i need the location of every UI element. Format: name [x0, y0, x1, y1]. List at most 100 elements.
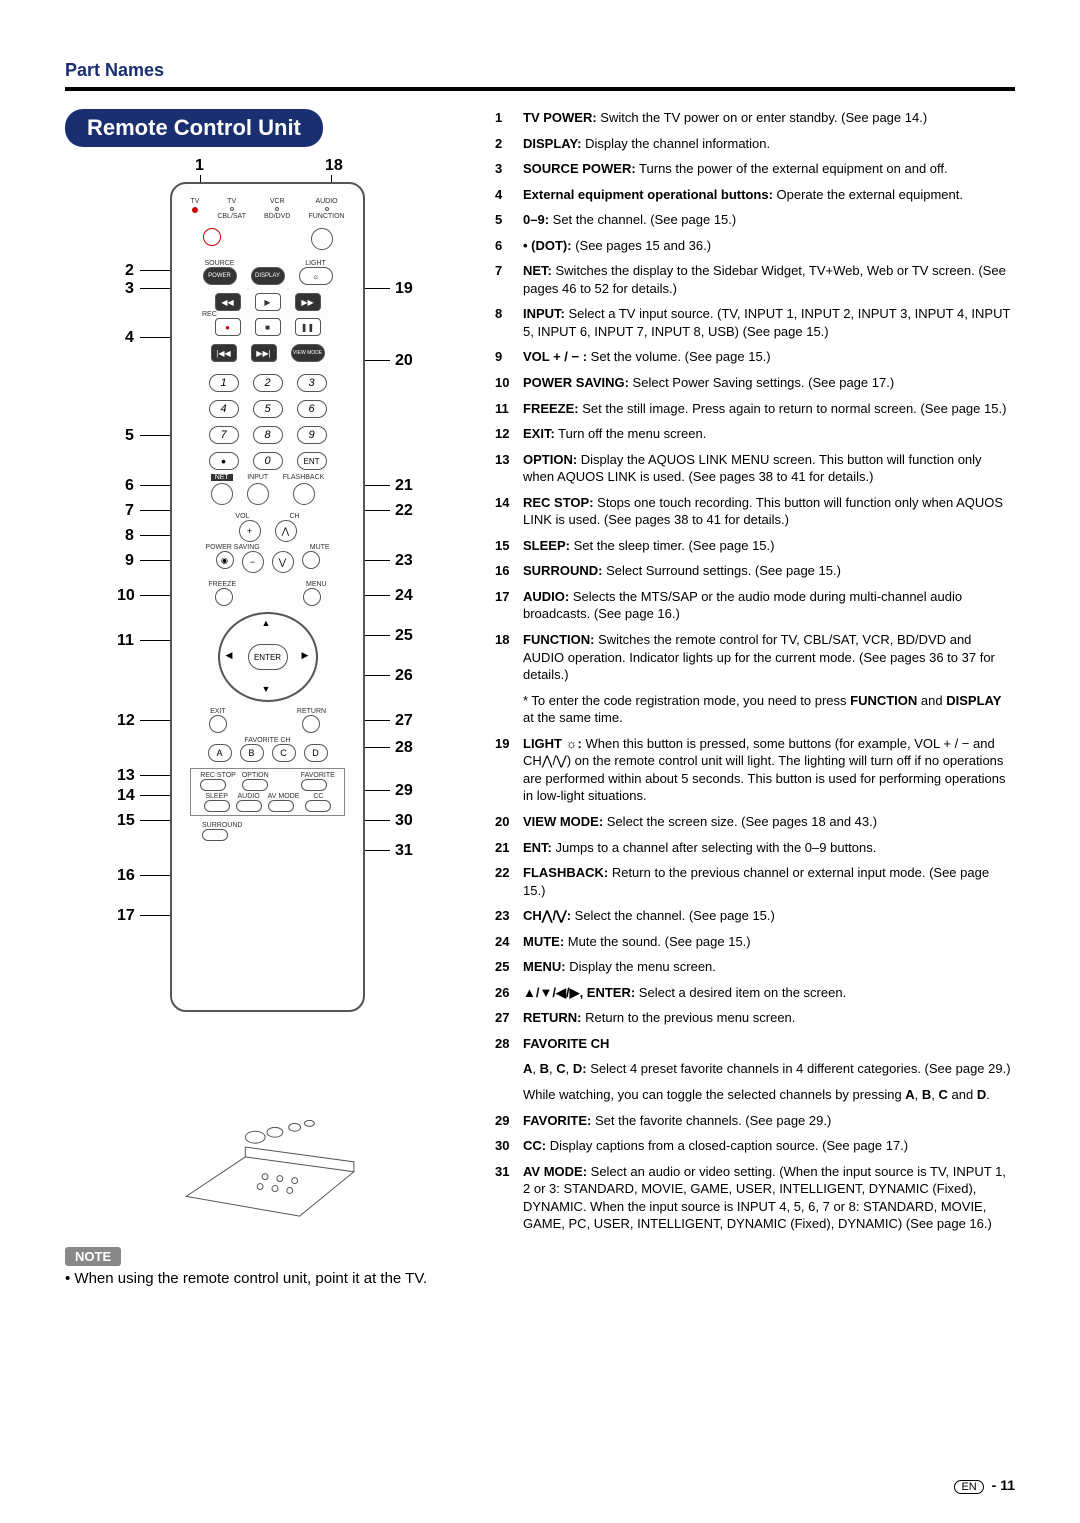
num-6-button[interactable]: 6 [297, 400, 327, 418]
vol-down-button[interactable]: − [242, 551, 264, 573]
desc-number: 23 [495, 907, 523, 925]
stop-button[interactable]: ■ [255, 318, 281, 336]
description-item: 26▲/▼/◀/▶, ENTER: Select a desired item … [495, 984, 1015, 1002]
light-label: LIGHT [299, 260, 333, 267]
num-8-button[interactable]: 8 [253, 426, 283, 444]
bddvd-label: BD/DVD [264, 213, 290, 220]
led-icon [325, 207, 329, 211]
vol-up-button[interactable]: + [239, 520, 261, 542]
dot-button[interactable]: • [209, 452, 239, 470]
num-0-button[interactable]: 0 [253, 452, 283, 470]
display-button[interactable]: DISPLAY [251, 267, 285, 285]
ch-label: CH [289, 513, 299, 520]
light-button[interactable]: ☼ [299, 267, 333, 285]
return-button[interactable] [302, 715, 320, 733]
desc-body: MUTE: Mute the sound. (See page 15.) [523, 933, 1015, 951]
mute-button[interactable] [302, 551, 320, 569]
ch-down-button[interactable]: ⋁ [272, 551, 294, 573]
recstop-button[interactable] [200, 779, 226, 791]
pill-header: Remote Control Unit [65, 109, 323, 147]
fav-a-button[interactable]: A [208, 744, 232, 762]
callout-17: 17 [117, 907, 135, 925]
surround-button[interactable] [202, 829, 228, 841]
next-button[interactable]: ▶▶| [251, 344, 277, 362]
rec-label: REC [172, 311, 363, 318]
flashback-button[interactable] [293, 483, 315, 505]
avmode-button[interactable] [268, 800, 294, 812]
cc-button[interactable] [305, 800, 331, 812]
num-2-button[interactable]: 2 [253, 374, 283, 392]
avmode-label: AV MODE [268, 793, 300, 800]
fav-d-button[interactable]: D [304, 744, 328, 762]
power-saving-button[interactable]: ◉ [216, 551, 234, 569]
view-mode-button[interactable]: VIEW MODE [291, 344, 325, 362]
play-button[interactable]: ▶ [255, 293, 281, 311]
fav-c-button[interactable]: C [272, 744, 296, 762]
enter-button[interactable]: ENTER [248, 644, 288, 670]
input-button[interactable] [247, 483, 269, 505]
prev-button[interactable]: |◀◀ [211, 344, 237, 362]
desc-body: 0–9: Set the channel. (See page 15.) [523, 211, 1015, 229]
num-4-button[interactable]: 4 [209, 400, 239, 418]
freeze-button[interactable] [215, 588, 233, 606]
ch-up-button[interactable]: ⋀ [275, 520, 297, 542]
remote-body: TV TVCBL/SAT VCRBD/DVD AUDIOFUNCTION SOU… [170, 182, 365, 1012]
ent-button[interactable]: ENT [297, 452, 327, 470]
ffwd-button[interactable]: ▶▶ [295, 293, 321, 311]
description-item: 20VIEW MODE: Select the screen size. (Se… [495, 813, 1015, 831]
led-icon [275, 207, 279, 211]
rec-button[interactable]: ● [215, 318, 241, 336]
desc-number: 20 [495, 813, 523, 831]
desc-number: 16 [495, 562, 523, 580]
option-button[interactable] [242, 779, 268, 791]
num-7-button[interactable]: 7 [209, 426, 239, 444]
description-item: 9VOL + / − : Set the volume. (See page 1… [495, 348, 1015, 366]
perspective-illustration [155, 1077, 385, 1227]
down-arrow-icon[interactable]: ▼ [262, 684, 271, 694]
callout-2: 2 [125, 262, 134, 280]
num-1-button[interactable]: 1 [209, 374, 239, 392]
num-5-button[interactable]: 5 [253, 400, 283, 418]
callout-30: 30 [395, 812, 413, 830]
description-item: 24MUTE: Mute the sound. (See page 15.) [495, 933, 1015, 951]
net-button[interactable] [211, 483, 233, 505]
num-9-button[interactable]: 9 [297, 426, 327, 444]
callout-13: 13 [117, 767, 135, 785]
function-button[interactable] [311, 228, 333, 250]
callout-18: 18 [325, 157, 343, 175]
recstop-label: REC STOP [200, 772, 236, 779]
power-button[interactable] [203, 228, 221, 246]
source-power-button[interactable]: POWER [203, 267, 237, 285]
rewind-button[interactable]: ◀◀ [215, 293, 241, 311]
description-item: 14REC STOP: Stops one touch recording. T… [495, 494, 1015, 529]
exit-button[interactable] [209, 715, 227, 733]
desc-body: TV POWER: Switch the TV power on or ente… [523, 109, 1015, 127]
right-arrow-icon[interactable]: ▶ [302, 650, 309, 661]
function-label: FUNCTION [308, 213, 344, 220]
num-3-button[interactable]: 3 [297, 374, 327, 392]
callout-15: 15 [117, 812, 135, 830]
description-item: 3SOURCE POWER: Turns the power of the ex… [495, 160, 1015, 178]
flashback-label: FLASHBACK [283, 474, 325, 481]
menu-button[interactable] [303, 588, 321, 606]
callout-25: 25 [395, 627, 413, 645]
page-number: EN - 11 [954, 1477, 1015, 1493]
desc-body: FLASHBACK: Return to the previous channe… [523, 864, 1015, 899]
cblsat-label: CBL/SAT [217, 213, 246, 220]
description-item: 30CC: Display captions from a closed-cap… [495, 1137, 1015, 1155]
surround-label: SURROUND [172, 822, 363, 829]
audio-button[interactable] [236, 800, 262, 812]
desc-number: 14 [495, 494, 523, 529]
fav-b-button[interactable]: B [240, 744, 264, 762]
favorite-button[interactable] [301, 779, 327, 791]
desc-body: CH⋀/⋁: Select the channel. (See page 15.… [523, 907, 1015, 925]
desc-number: 3 [495, 160, 523, 178]
desc-body: POWER SAVING: Select Power Saving settin… [523, 374, 1015, 392]
left-arrow-icon[interactable]: ◀ [226, 650, 233, 661]
up-arrow-icon[interactable]: ▲ [262, 618, 271, 628]
sleep-button[interactable] [204, 800, 230, 812]
exit-label: EXIT [209, 708, 227, 715]
desc-body: LIGHT ☼: When this button is pressed, so… [523, 735, 1015, 805]
pause-button[interactable]: ❚❚ [295, 318, 321, 336]
desc-number: 5 [495, 211, 523, 229]
